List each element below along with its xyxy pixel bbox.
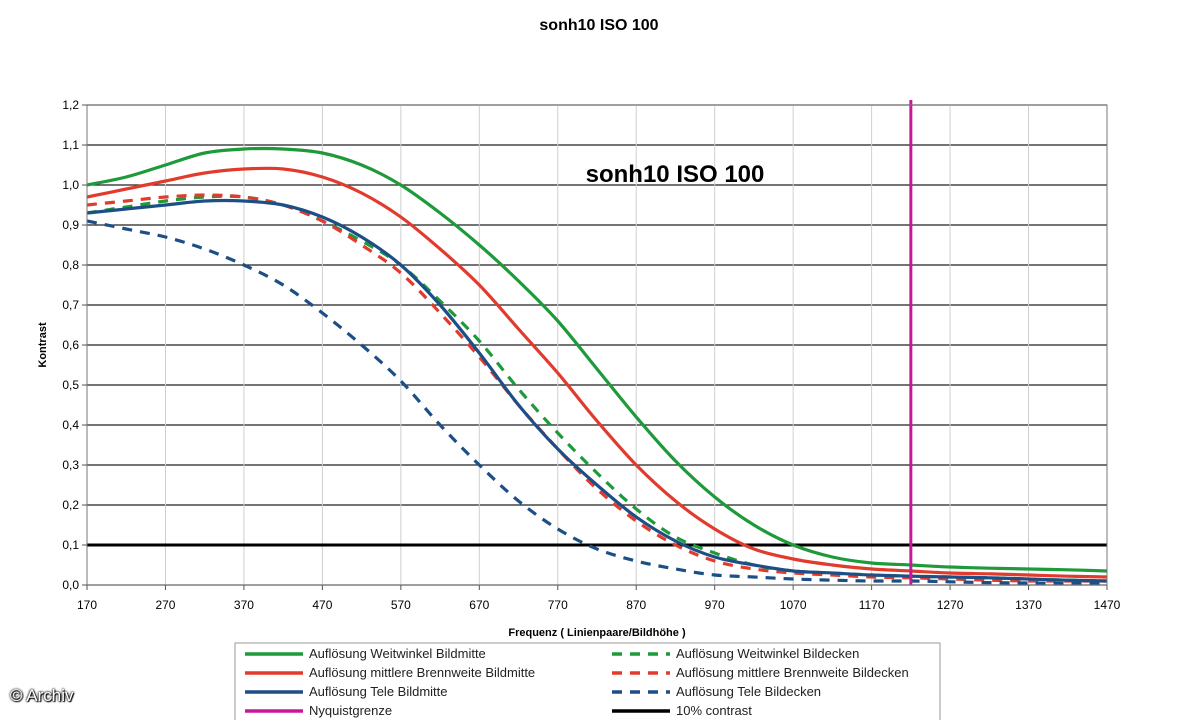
legend-label-2: Auflösung Weitwinkel Bildecken: [676, 646, 859, 661]
x-tick-label: 1470: [1094, 598, 1121, 612]
y-tick-labels: 0,0 0,1 0,2 0,3 0,4 0,5 0,6 0,7 0,8 0,9 1,0 1,1 1,2: [62, 98, 87, 592]
x-axis-label: Frequenz ( Linienpaare/Bildhöhe ): [508, 627, 686, 639]
legend-label-4: Auflösung mittlere Brennweite Bildecken: [676, 665, 909, 680]
y-tick-label: 0,2: [62, 498, 79, 512]
series-line-3: [86, 166, 1108, 579]
legend-label-6: Auflösung Tele Bildecken: [676, 684, 821, 699]
y-tick-label: 1,0: [62, 178, 79, 192]
legend-label-1: Auflösung Weitwinkel Bildmitte: [309, 646, 486, 661]
legend-label-8: 10% contrast: [676, 703, 752, 718]
x-tick-label: 470: [312, 598, 332, 612]
series-line-1: [86, 146, 1108, 573]
x-tick-label: 570: [391, 598, 411, 612]
x-tick-label: 1170: [859, 598, 885, 612]
y-tick-label: 0,3: [62, 458, 79, 472]
y-tick-label: 1,1: [62, 138, 79, 152]
y-tick-label: 0,0: [62, 578, 79, 592]
x-tick-label: 1270: [937, 598, 964, 612]
data-series: [86, 146, 1108, 586]
y-tick-label: 0,6: [62, 338, 79, 352]
y-tick-label: 0,4: [62, 418, 79, 432]
chart-title: sonh10 ISO 100: [539, 17, 658, 34]
legend-label-5: Auflösung Tele Bildmitte: [309, 684, 448, 699]
y-tick-label: 0,1: [62, 538, 79, 552]
y-tick-label: 0,7: [62, 298, 79, 312]
series-line-4: [86, 193, 1107, 583]
legend-box: [234, 642, 941, 720]
series-line-5: [86, 198, 1108, 583]
inner-chart-title: sonh10 ISO 100: [586, 161, 765, 188]
x-tick-label: 1070: [780, 598, 807, 612]
legend: Auflösung Weitwinkel Bildmitte Auflösung …: [234, 642, 941, 720]
series-line-2: [86, 194, 1108, 583]
x-tick-label: 870: [626, 598, 646, 612]
x-tick-label: 970: [705, 598, 725, 612]
y-tick-label: 0,5: [62, 378, 79, 392]
x-tick-label: 270: [155, 598, 175, 612]
x-tick-label: 670: [469, 598, 489, 612]
copyright-credit: © Archiv: [10, 686, 74, 705]
y-axis-label: Kontrast: [37, 322, 49, 368]
x-tick-label: 370: [234, 598, 254, 612]
y-tick-label: 1,2: [62, 98, 79, 112]
x-tick-label: 170: [77, 598, 97, 612]
x-tick-label: 1370: [1015, 598, 1042, 612]
legend-label-7: Nyquistgrenze: [309, 703, 392, 718]
legend-label-3: Auflösung mittlere Brennweite Bildmitte: [309, 665, 535, 680]
series-line-6: [86, 219, 1108, 586]
y-tick-label: 0,8: [62, 258, 79, 272]
y-tick-label: 0,9: [62, 218, 79, 232]
x-tick-labels: 170 270 370 470 570 670 770 870 970 1070 1170 1270 1…: [77, 585, 1121, 612]
x-tick-label: 770: [548, 598, 568, 612]
